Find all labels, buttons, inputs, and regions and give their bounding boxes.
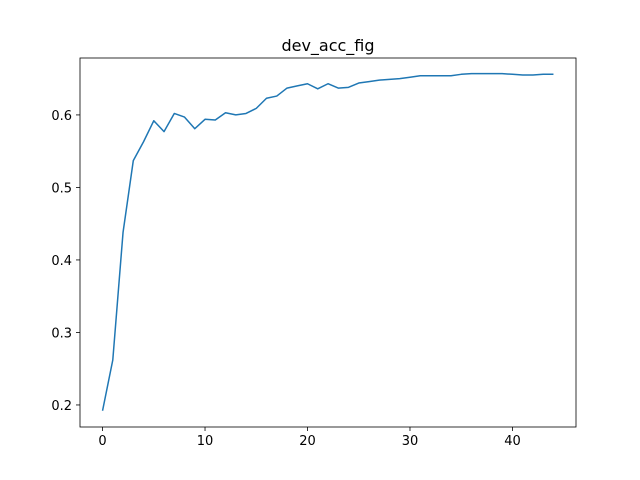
- x-tick-label: 0: [98, 434, 106, 449]
- plot-area: 0 10 20 30 40 0.2 0.3 0.4 0.5 0.6: [51, 57, 577, 449]
- x-tick-label: 20: [299, 434, 316, 449]
- y-tick-label: 0.6: [51, 109, 72, 124]
- x-tick-label: 10: [197, 434, 214, 449]
- chart-title: dev_acc_fig: [281, 36, 374, 56]
- series-line-0: [101, 72, 554, 411]
- y-tick-label: 0.4: [51, 254, 72, 269]
- y-tick-label: 0.5: [51, 181, 72, 196]
- x-tick-label: 30: [402, 434, 419, 449]
- axes-frame: [79, 57, 577, 428]
- y-tick-label: 0.3: [51, 326, 72, 341]
- x-tick-label: 40: [504, 434, 521, 449]
- y-tick-label: 0.2: [51, 399, 72, 414]
